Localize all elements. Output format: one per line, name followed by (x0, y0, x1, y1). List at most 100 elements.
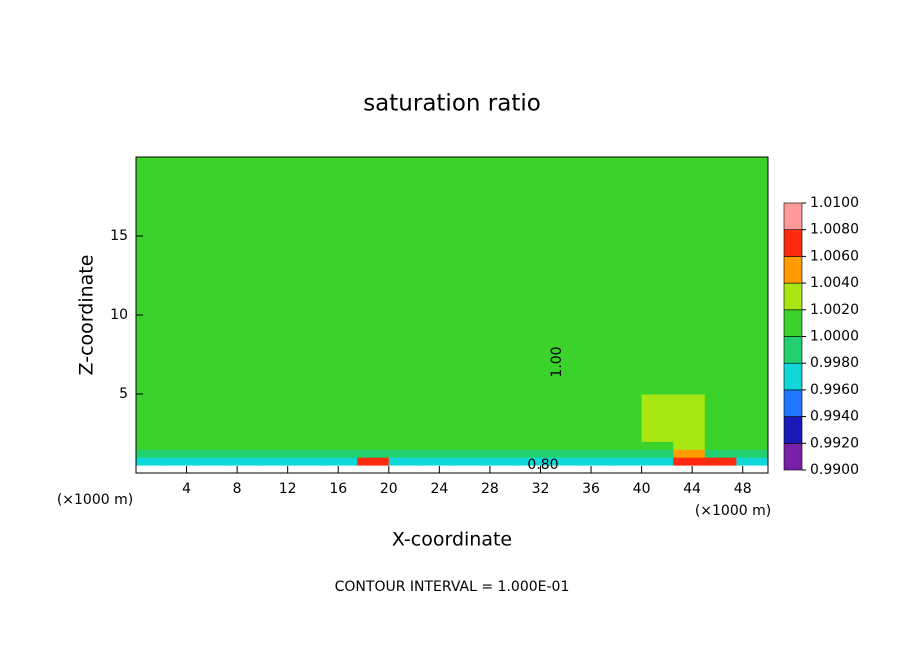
field-cell (578, 465, 611, 474)
field-cell (483, 283, 516, 348)
field-cell (262, 449, 295, 458)
field-cell (262, 346, 295, 395)
field-cell (420, 394, 453, 427)
field (136, 157, 769, 474)
field-cell (578, 220, 611, 284)
field-cell (736, 394, 769, 427)
field-cell (357, 425, 390, 442)
field-cell (704, 283, 737, 348)
field-cell (515, 441, 548, 450)
field-cell (546, 283, 579, 348)
field-cell (420, 449, 453, 458)
field-cell (452, 220, 485, 284)
field-cell (199, 394, 232, 427)
field-cell (610, 157, 643, 221)
field-cell (230, 457, 263, 466)
field-cell (294, 465, 327, 474)
field-cell (388, 441, 421, 450)
field-cell (230, 220, 263, 284)
field-cell (357, 441, 390, 450)
colorbar-band (783, 309, 803, 337)
field-cell (452, 283, 485, 348)
colorbar-band (783, 229, 803, 257)
field-cell (736, 220, 769, 284)
field-cell (704, 449, 737, 458)
field-cell (420, 157, 453, 221)
field-cell (420, 425, 453, 442)
field-cell (704, 346, 737, 395)
field-cell (230, 449, 263, 458)
field-cell (199, 449, 232, 458)
field-cell (167, 220, 200, 284)
colorbar-label: 0.9960 (810, 382, 859, 398)
x-tick-label: 48 (734, 481, 752, 497)
field-cell (452, 441, 485, 450)
colorbar-band (783, 336, 803, 364)
y-axis-label: Z-coordinate (76, 255, 98, 376)
field-cell (325, 425, 358, 442)
field-cell (515, 457, 548, 466)
field-cell (736, 346, 769, 395)
field-cell (641, 457, 674, 466)
field-cell (294, 346, 327, 395)
field-cell (167, 449, 200, 458)
field-cell (167, 441, 200, 450)
field-cell (610, 465, 643, 474)
field-cell (452, 346, 485, 395)
field-cell (578, 346, 611, 395)
chart-title: saturation ratio (363, 91, 541, 117)
field-cell (357, 457, 390, 466)
x-tick-label: 40 (633, 481, 651, 497)
field-cell (325, 441, 358, 450)
field-cell (736, 157, 769, 221)
field-cell (199, 465, 232, 474)
field-cell (167, 465, 200, 474)
field-cell (136, 346, 169, 395)
field-cell (420, 457, 453, 466)
field-cell (262, 441, 295, 450)
field-cell (294, 449, 327, 458)
x-tick-label: 20 (380, 481, 398, 497)
field-cell (578, 157, 611, 221)
field-cell (546, 220, 579, 284)
field-cell (357, 220, 390, 284)
field-cell (483, 157, 516, 221)
field-cell (230, 465, 263, 474)
field-cell (578, 394, 611, 427)
field-cell (546, 457, 579, 466)
colorbar-band (783, 416, 803, 444)
x-axis-label: X-coordinate (392, 529, 512, 551)
field-cell (641, 394, 674, 427)
field-cell (325, 157, 358, 221)
field-cell (199, 220, 232, 284)
field-cell (578, 425, 611, 442)
field-cell (420, 283, 453, 348)
field-cell (704, 441, 737, 450)
field-cell (262, 394, 295, 427)
field-cell (136, 425, 169, 442)
field-cell (294, 441, 327, 450)
field-cell (388, 465, 421, 474)
colorbar-label: 1.0040 (810, 275, 859, 291)
field-cell (483, 394, 516, 427)
field-cell (230, 441, 263, 450)
colorbar-label: 0.9920 (810, 435, 859, 451)
colorbar-band (783, 202, 803, 231)
field-cell (294, 425, 327, 442)
field-cell (546, 394, 579, 427)
field-cell (641, 449, 674, 458)
field-cell (673, 394, 706, 427)
field-cell (167, 425, 200, 442)
field-cell (610, 457, 643, 466)
field-cell (357, 394, 390, 427)
colorbar-label: 1.0060 (810, 248, 859, 264)
field-cell (452, 465, 485, 474)
field-cell (483, 465, 516, 474)
field-cell (325, 346, 358, 395)
field-cell (230, 346, 263, 395)
colorbar-label: 0.9900 (810, 462, 859, 478)
field-cell (515, 220, 548, 284)
colorbar-band (783, 362, 803, 391)
field-cell (641, 465, 674, 474)
field-cell (199, 457, 232, 466)
